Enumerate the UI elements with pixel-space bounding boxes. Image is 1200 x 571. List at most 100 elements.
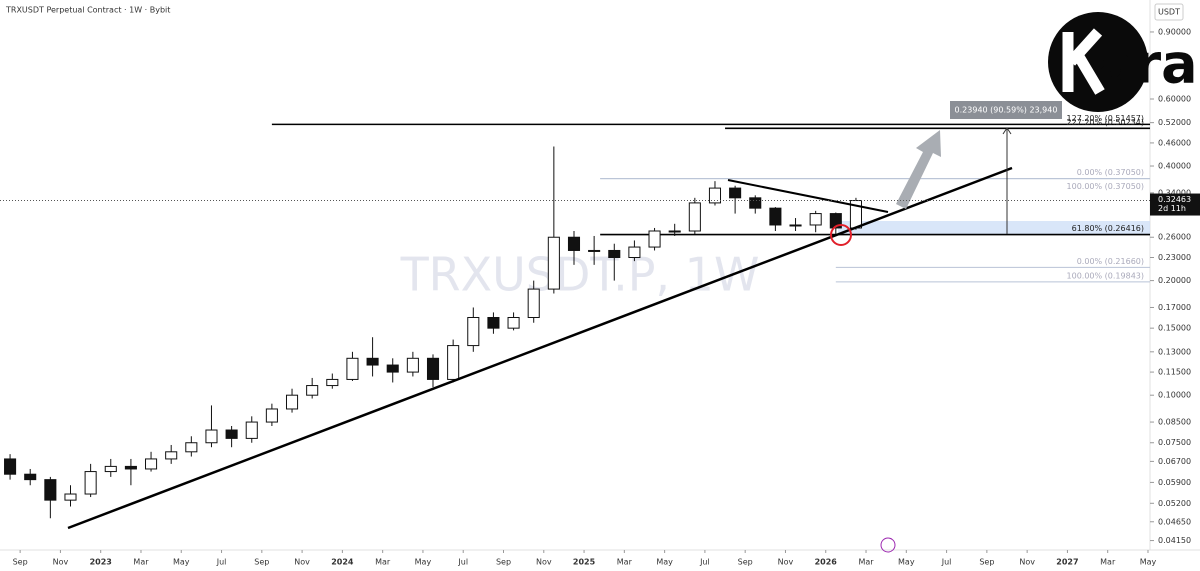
candle-body xyxy=(346,357,359,380)
y-tick-label: 0.20000 xyxy=(1158,276,1191,285)
candle-body xyxy=(628,246,641,259)
watermark: TRXUSDT.P, 1W xyxy=(400,248,760,302)
x-tick-label: Sep xyxy=(496,558,511,567)
y-tick-label: 0.15000 xyxy=(1158,324,1191,333)
y-tick-label: 0.10000 xyxy=(1158,391,1191,400)
x-tick-label: Nov xyxy=(53,558,69,567)
candle-body xyxy=(124,465,137,470)
event-icon xyxy=(880,537,896,553)
x-tick-label: Nov xyxy=(294,558,310,567)
y-tick-label: 0.13000 xyxy=(1158,347,1191,356)
resistance-line xyxy=(727,179,889,213)
x-tick-label: Nov xyxy=(1019,558,1035,567)
candle-body xyxy=(608,249,621,259)
candle-body xyxy=(588,249,601,252)
chart-title: TRXUSDT Perpetual Contract · 1W · Bybit xyxy=(5,6,170,15)
level-label: 100.00% (0.19843) xyxy=(1067,271,1144,280)
candle-body xyxy=(567,236,581,251)
measure-box xyxy=(950,101,1062,119)
x-tick-label: May xyxy=(415,558,432,567)
y-tick-label: 0.07500 xyxy=(1158,438,1191,447)
y-tick-label: 0.60000 xyxy=(1158,94,1191,103)
logo-text: ara xyxy=(1098,33,1198,96)
candle-body xyxy=(547,236,560,290)
candle-body xyxy=(527,288,540,318)
y-tick-label: 0.05900 xyxy=(1158,478,1191,487)
y-tick-label: 0.06700 xyxy=(1158,457,1191,466)
x-tick-label: May xyxy=(173,558,190,567)
candle-body xyxy=(809,213,822,226)
candle-body xyxy=(507,316,520,329)
y-tick-label: 0.04150 xyxy=(1158,536,1191,545)
y-tick-label: 0.34000 xyxy=(1158,188,1191,197)
y-tick-label: 0.40000 xyxy=(1158,162,1191,171)
candle-body xyxy=(648,230,661,248)
x-tick-label: Jul xyxy=(941,558,952,567)
x-tick-label: Sep xyxy=(254,558,269,567)
candle-body xyxy=(245,421,258,439)
y-tick-label: 0.90000 xyxy=(1158,27,1191,36)
candle-body xyxy=(789,224,802,227)
level-label: 227.20% (0.50234) xyxy=(1067,118,1144,127)
y-tick-label: 0.08500 xyxy=(1158,418,1191,427)
candle-body xyxy=(104,465,117,473)
last-price-label: 0.32463 xyxy=(1158,195,1191,204)
candle-body xyxy=(185,442,198,453)
candle-body xyxy=(467,316,480,347)
y-tick-label: 0.05200 xyxy=(1158,499,1191,508)
level-label: 0.00% (0.21660) xyxy=(1077,257,1144,266)
candle-body xyxy=(447,345,460,380)
level-label: 100.00% (0.37050) xyxy=(1067,182,1144,191)
x-tick-label: Mar xyxy=(1100,558,1116,567)
x-tick-label: Jul xyxy=(699,558,710,567)
x-tick-label: Sep xyxy=(13,558,28,567)
highlight-circle xyxy=(830,224,852,246)
x-tick-label: 2023 xyxy=(90,558,112,567)
candle-body xyxy=(668,230,681,233)
candle-body xyxy=(749,197,762,209)
candle-body xyxy=(24,473,37,481)
candle-body xyxy=(44,479,57,501)
x-tick-label: 2025 xyxy=(573,558,596,567)
y-tick-label: 0.17000 xyxy=(1158,303,1191,312)
x-tick-label: May xyxy=(1140,558,1157,567)
candle-body xyxy=(306,385,319,396)
y-tick-label: 0.11500 xyxy=(1158,368,1191,377)
candle-body xyxy=(326,378,339,387)
x-tick-label: Mar xyxy=(617,558,633,567)
candle-body xyxy=(64,493,77,501)
measure-label: 0.23940 (90.59%) 23,940 xyxy=(955,106,1058,115)
last-price-box xyxy=(1150,193,1200,216)
candle-body xyxy=(4,458,17,475)
candle-body xyxy=(265,408,278,423)
plot: 127.20% (0.51457)227.20% (0.50234) 0.00% … xyxy=(4,114,1150,519)
x-tick-label: 2024 xyxy=(331,558,354,567)
measure-arrow xyxy=(1002,127,1012,135)
level-label: 61.80% (0.26416) xyxy=(1072,224,1144,233)
x-tick-label: Mar xyxy=(858,558,874,567)
logo-k xyxy=(1062,28,1105,95)
y-tick-label: 0.46000 xyxy=(1158,138,1191,147)
y-tick-label: 0.23000 xyxy=(1158,253,1191,262)
candle-body xyxy=(285,394,299,410)
candle-body xyxy=(769,207,782,226)
x-tick-label: 2027 xyxy=(1056,558,1078,567)
candle-body xyxy=(386,364,399,373)
currency-label: USDT xyxy=(1158,8,1180,17)
y-tick-label: 0.04650 xyxy=(1158,517,1191,526)
candle-body xyxy=(145,458,158,470)
candle-body xyxy=(426,357,440,380)
x-tick-label: Nov xyxy=(778,558,794,567)
x-tick-label: Jul xyxy=(457,558,468,567)
y-tick-label: 0.26000 xyxy=(1158,233,1191,242)
x-tick-label: May xyxy=(656,558,673,567)
x-tick-label: May xyxy=(898,558,915,567)
candle-body xyxy=(829,213,842,229)
x-tick-label: Mar xyxy=(375,558,391,567)
candle-body xyxy=(84,471,97,495)
x-tick-label: 2026 xyxy=(815,558,838,567)
candle-body xyxy=(487,316,500,329)
